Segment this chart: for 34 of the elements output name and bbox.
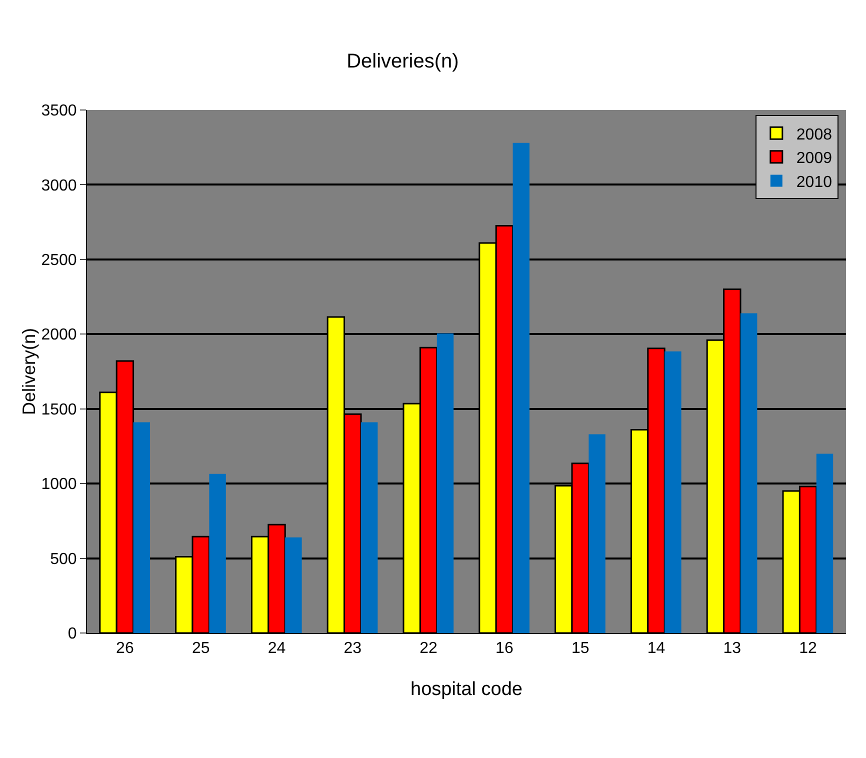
- x-tick-label: 22: [420, 640, 438, 658]
- x-tick-label: 12: [799, 640, 818, 658]
- x-tick-label: 16: [496, 640, 514, 658]
- legend-label: 2010: [796, 174, 832, 191]
- bar: [816, 454, 834, 633]
- x-tick-label: 14: [647, 640, 666, 658]
- bar: [209, 474, 226, 633]
- x-tick-label: 25: [192, 640, 210, 658]
- y-tick-label: 3500: [41, 102, 77, 120]
- bar: [512, 142, 530, 633]
- x-tick-label: 24: [268, 640, 286, 658]
- bar: [588, 434, 606, 633]
- x-tick-label: 13: [723, 640, 742, 658]
- y-tick-label: 2500: [41, 252, 77, 270]
- chart-title: Deliveries(n): [346, 50, 459, 73]
- bar: [361, 422, 378, 633]
- x-axis-title: hospital code: [410, 679, 522, 700]
- bar: [664, 351, 682, 633]
- legend-label: 2009: [796, 150, 832, 168]
- y-tick-label: 500: [50, 550, 77, 568]
- bar: [133, 422, 150, 633]
- bar: [436, 333, 454, 633]
- x-tick-label: 26: [116, 640, 134, 658]
- x-tick-label: 23: [344, 640, 362, 658]
- y-tick-label: 0: [68, 626, 77, 643]
- y-axis-title: Delivery(n): [19, 328, 40, 416]
- bar: [740, 313, 758, 633]
- y-tick-label: 3000: [41, 177, 77, 194]
- bar: [285, 537, 302, 633]
- y-tick-label: 2000: [41, 326, 77, 344]
- legend-label: 2008: [796, 126, 832, 144]
- y-tick-label: 1000: [41, 476, 77, 494]
- x-tick-label: 15: [571, 640, 590, 658]
- y-tick-label: 1500: [41, 401, 77, 418]
